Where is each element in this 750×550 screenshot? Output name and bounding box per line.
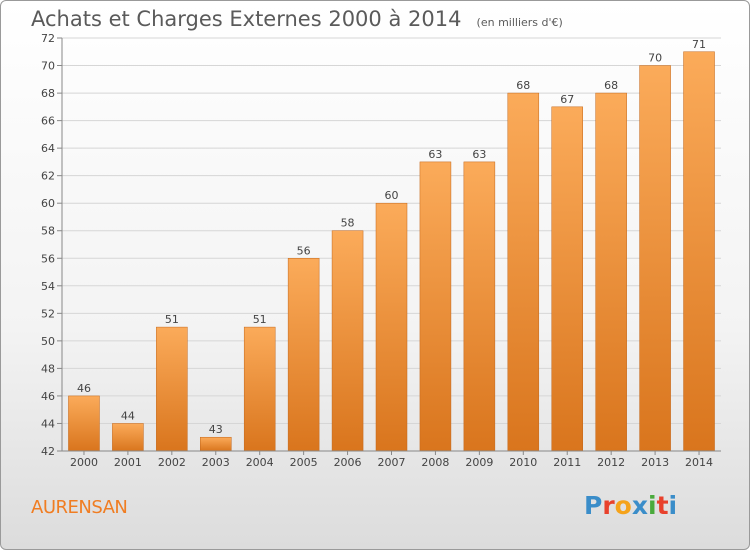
y-tick-label: 64 xyxy=(41,142,55,155)
bar-2014 xyxy=(683,51,715,452)
bar-2009 xyxy=(463,161,496,452)
x-tick-label: 2008 xyxy=(421,456,449,469)
logo-letter: o xyxy=(614,491,632,520)
bar-2004 xyxy=(243,326,276,452)
x-tick-label: 2001 xyxy=(114,456,142,469)
data-label-2001: 44 xyxy=(121,409,135,422)
y-tick-label: 52 xyxy=(41,307,55,320)
x-tick-label: 2006 xyxy=(334,456,362,469)
y-tick-label: 68 xyxy=(41,87,55,100)
data-label-2014: 71 xyxy=(692,38,706,51)
y-tick-label: 62 xyxy=(41,170,55,183)
bar-2000 xyxy=(68,395,100,452)
bar-2003 xyxy=(200,436,232,452)
data-label-2002: 51 xyxy=(165,313,179,326)
data-label-2007: 60 xyxy=(385,189,399,202)
bar-2010 xyxy=(507,92,540,452)
bar-2002 xyxy=(156,326,188,452)
bar-2013 xyxy=(639,65,671,452)
y-tick-label: 56 xyxy=(41,252,55,265)
logo-letter: P xyxy=(584,491,603,520)
y-tick-label: 60 xyxy=(41,197,55,210)
chart-title: Achats et Charges Externes 2000 à 2014 xyxy=(31,7,462,31)
data-label-2006: 58 xyxy=(341,217,355,230)
data-label-2012: 68 xyxy=(604,79,618,92)
x-tick-label: 2002 xyxy=(158,456,186,469)
data-label-2003: 43 xyxy=(209,423,223,436)
data-label-2009: 63 xyxy=(472,148,486,161)
data-label-2013: 70 xyxy=(648,52,662,65)
x-tick-label: 2000 xyxy=(70,456,98,469)
data-label-2000: 46 xyxy=(77,382,91,395)
bar-chart: 46 44 51 43 51 56 58 60 63 63 68 67 68 70 71 42 44 46 48 5… xyxy=(41,32,721,469)
logo-letter: t xyxy=(656,491,669,520)
data-labels: 46 44 51 43 51 56 58 60 63 63 68 67 68 70 71 xyxy=(77,38,706,436)
x-tick-label: 2012 xyxy=(597,456,625,469)
bar-2001 xyxy=(112,423,144,452)
data-label-2008: 63 xyxy=(428,148,442,161)
x-tick-label: 2014 xyxy=(685,456,713,469)
y-tick-label: 44 xyxy=(41,417,55,430)
commune-name: AURENSAN xyxy=(31,497,128,518)
axes: 42 44 46 48 50 52 54 56 58 60 62 64 66 68 70 72 2000 2001… xyxy=(41,32,721,469)
bar-2006 xyxy=(331,230,364,452)
logo-letter: i xyxy=(648,491,657,520)
x-tick-label: 2004 xyxy=(246,456,274,469)
chart-unit-note: (en milliers d'€) xyxy=(476,16,563,29)
y-tick-label: 58 xyxy=(41,225,55,238)
bar-2008 xyxy=(419,161,452,452)
y-tick-label: 50 xyxy=(41,335,55,348)
bar-2005 xyxy=(287,258,320,452)
logo-letter: r xyxy=(602,491,615,520)
x-tick-label: 2003 xyxy=(202,456,230,469)
data-label-2005: 56 xyxy=(297,244,311,257)
data-label-2010: 68 xyxy=(516,79,530,92)
bar-2012 xyxy=(595,92,627,452)
x-tick-label: 2007 xyxy=(378,456,406,469)
bar-2007 xyxy=(375,202,408,452)
x-tick-label: 2010 xyxy=(509,456,537,469)
y-tick-label: 66 xyxy=(41,115,55,128)
bar-2011 xyxy=(551,106,583,452)
x-tick-label: 2005 xyxy=(290,456,318,469)
chart-title-block: Achats et Charges Externes 2000 à 2014 (… xyxy=(31,7,563,31)
proxiti-logo: Proxiti xyxy=(584,491,677,520)
logo-letter: i xyxy=(668,491,678,520)
y-tick-label: 42 xyxy=(41,445,55,458)
y-tick-label: 48 xyxy=(41,362,55,375)
data-label-2004: 51 xyxy=(253,313,267,326)
x-tick-label: 2013 xyxy=(641,456,669,469)
data-label-2011: 67 xyxy=(560,93,574,106)
y-tick-label: 46 xyxy=(41,390,55,403)
x-tick-label: 2009 xyxy=(465,456,493,469)
y-tick-label: 70 xyxy=(41,60,55,73)
y-tick-label: 54 xyxy=(41,280,55,293)
bars xyxy=(68,51,715,452)
x-tick-label: 2011 xyxy=(553,456,581,469)
logo-letter: x xyxy=(631,491,648,520)
y-tick-label: 72 xyxy=(41,32,55,45)
